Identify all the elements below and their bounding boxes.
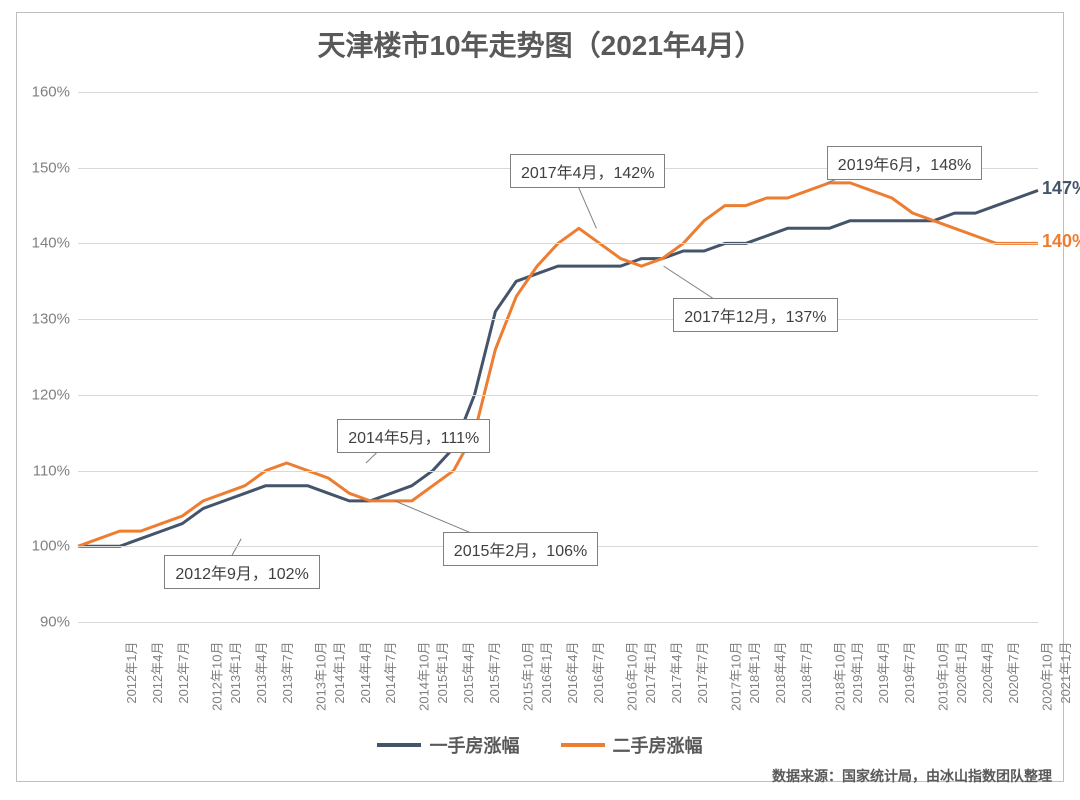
x-tick-label: 2017年7月 (692, 642, 711, 704)
x-tick-label: 2016年4月 (562, 642, 581, 704)
grid-line (78, 622, 1038, 623)
x-tick-label: 2020年7月 (1003, 642, 1022, 704)
legend-label: 一手房涨幅 (429, 732, 519, 758)
legend-label: 二手房涨幅 (613, 732, 703, 758)
x-tick-label: 2013年7月 (277, 642, 296, 704)
x-tick-label: 2015年7月 (484, 642, 503, 704)
x-tick-label: 2014年10月 (414, 642, 433, 711)
x-tick-label: 2013年4月 (251, 642, 270, 704)
x-tick-label: 2013年10月 (310, 642, 329, 711)
x-tick-label: 2012年10月 (206, 642, 225, 711)
x-tick-label: 2012年4月 (147, 642, 166, 704)
callout-box: 2012年9月，102% (164, 555, 319, 589)
grid-line (78, 395, 1038, 396)
legend-item-primary: 一手房涨幅 (377, 732, 519, 758)
x-tick-label: 2014年7月 (381, 642, 400, 704)
source-credit: 数据来源：国家统计局，由冰山指数团队整理 (772, 766, 1052, 786)
x-tick-label: 2020年10月 (1036, 642, 1055, 711)
grid-line (78, 471, 1038, 472)
y-tick-label: 130% (24, 311, 70, 328)
y-tick-label: 120% (24, 386, 70, 403)
end-label: 140% (1042, 231, 1080, 252)
x-tick-label: 2021年1月 (1055, 642, 1074, 704)
x-tick-label: 2016年10月 (621, 642, 640, 711)
callout-box: 2015年2月，106% (443, 532, 598, 566)
grid-line (78, 92, 1038, 93)
x-tick-label: 2013年1月 (225, 642, 244, 704)
x-tick-label: 2019年10月 (933, 642, 952, 711)
series-line-1 (78, 183, 1038, 546)
x-tick-label: 2012年1月 (121, 642, 140, 704)
plot-area: 90%100%110%120%130%140%150%160%2012年9月，1… (78, 92, 1038, 622)
y-tick-label: 150% (24, 159, 70, 176)
x-tick-label: 2012年7月 (173, 642, 192, 704)
x-tick-label: 2019年7月 (900, 642, 919, 704)
callout-box: 2019年6月，148% (827, 146, 982, 180)
x-tick-label: 2019年4月 (874, 642, 893, 704)
legend-item-secondary: 二手房涨幅 (561, 732, 703, 758)
y-tick-label: 90% (24, 614, 70, 631)
x-tick-label: 2017年1月 (640, 642, 659, 704)
x-tick-label: 2015年10月 (518, 642, 537, 711)
legend-swatch (377, 743, 421, 747)
x-tick-label: 2018年1月 (744, 642, 763, 704)
x-tick-label: 2017年4月 (666, 642, 685, 704)
x-tick-label: 2014年1月 (329, 642, 348, 704)
x-tick-label: 2015年1月 (433, 642, 452, 704)
chart-title: 天津楼市10年走势图（2021年4月） (0, 24, 1080, 64)
y-tick-label: 110% (24, 462, 70, 479)
callout-box: 2014年5月，111% (337, 419, 490, 453)
legend: 一手房涨幅 二手房涨幅 (0, 731, 1080, 758)
x-tick-label: 2020年1月 (951, 642, 970, 704)
x-tick-label: 2017年10月 (725, 642, 744, 711)
x-tick-label: 2016年1月 (536, 642, 555, 704)
x-tick-label: 2019年1月 (848, 642, 867, 704)
x-tick-label: 2018年10月 (829, 642, 848, 711)
y-tick-label: 100% (24, 538, 70, 555)
x-tick-label: 2015年4月 (458, 642, 477, 704)
grid-line (78, 243, 1038, 244)
y-tick-label: 140% (24, 235, 70, 252)
end-label: 147% (1042, 178, 1080, 199)
callout-box: 2017年12月，137% (673, 298, 837, 332)
y-tick-label: 160% (24, 84, 70, 101)
x-tick-label: 2020年4月 (977, 642, 996, 704)
legend-swatch (561, 743, 605, 747)
x-tick-label: 2016年7月 (588, 642, 607, 704)
callout-box: 2017年4月，142% (510, 154, 665, 188)
grid-line (78, 319, 1038, 320)
x-tick-label: 2014年4月 (355, 642, 374, 704)
x-tick-label: 2018年4月 (770, 642, 789, 704)
x-axis-labels: 2012年1月 2012年4月 2012年7月 2012年10月2013年1月 2013… (78, 626, 1038, 736)
x-tick-label: 2018年7月 (796, 642, 815, 704)
